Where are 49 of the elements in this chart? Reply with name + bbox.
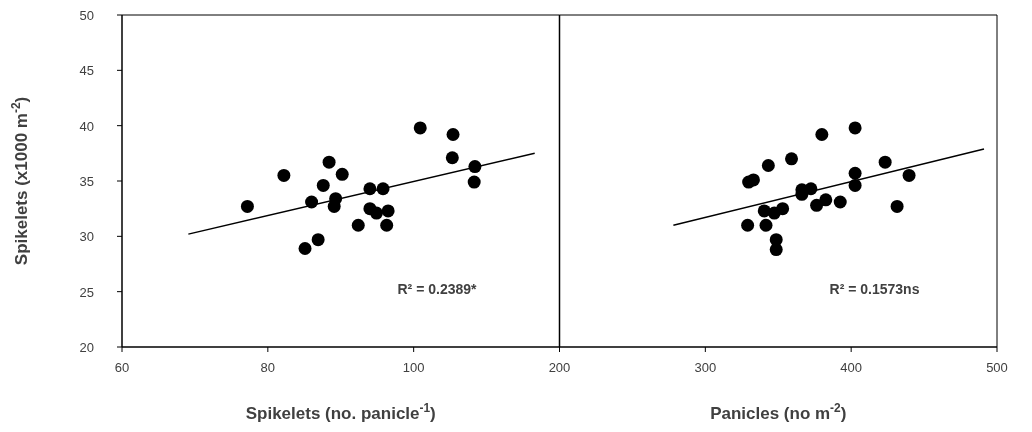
annotation: R² = 0.1573ns — [829, 280, 920, 297]
point — [902, 168, 916, 182]
y-tick-label: 25 — [79, 284, 94, 300]
point — [759, 218, 773, 232]
point — [381, 204, 395, 218]
y-tick-label: 40 — [79, 118, 94, 134]
point — [311, 233, 325, 247]
point — [467, 175, 481, 189]
point — [335, 167, 349, 181]
point — [322, 155, 336, 169]
point — [769, 243, 783, 257]
y-tick-label: 30 — [79, 229, 94, 245]
point — [819, 193, 833, 207]
point — [369, 206, 383, 220]
point — [848, 121, 862, 135]
point — [810, 198, 824, 212]
point — [298, 242, 312, 256]
x-tick-label: 60 — [114, 360, 130, 375]
x-axis-title: Panicles (no m$^{-2}$) — [710, 401, 847, 423]
point — [446, 128, 460, 142]
x-tick-label: 300 — [694, 360, 717, 375]
point — [240, 199, 254, 213]
x-tick-label: 100 — [402, 360, 425, 375]
point — [746, 173, 760, 187]
y-tick-label: 20 — [79, 340, 94, 355]
x-tick-label: 80 — [260, 360, 276, 375]
point — [878, 155, 892, 169]
x-tick-label: 500 — [986, 360, 1008, 375]
x-axis-title: Spikelets (no. panicle$^{-1}$) — [245, 401, 436, 423]
point — [351, 218, 365, 232]
point — [767, 206, 781, 220]
y-tick-label: 35 — [79, 174, 94, 189]
x-tick-label: 200 — [548, 360, 571, 375]
x-tick-label: 400 — [840, 360, 863, 375]
y-tick-label: 50 — [79, 8, 94, 23]
point — [741, 218, 755, 232]
point — [833, 195, 847, 209]
point — [890, 199, 904, 213]
point — [413, 121, 427, 135]
y-tick-label: 45 — [79, 63, 94, 79]
point — [785, 152, 799, 166]
annotation: R² = 0.2389* — [397, 280, 478, 297]
point — [848, 166, 862, 180]
point — [815, 128, 829, 142]
point — [277, 168, 291, 182]
point — [445, 151, 459, 165]
point — [316, 178, 330, 192]
point — [380, 218, 394, 232]
point — [761, 159, 775, 173]
